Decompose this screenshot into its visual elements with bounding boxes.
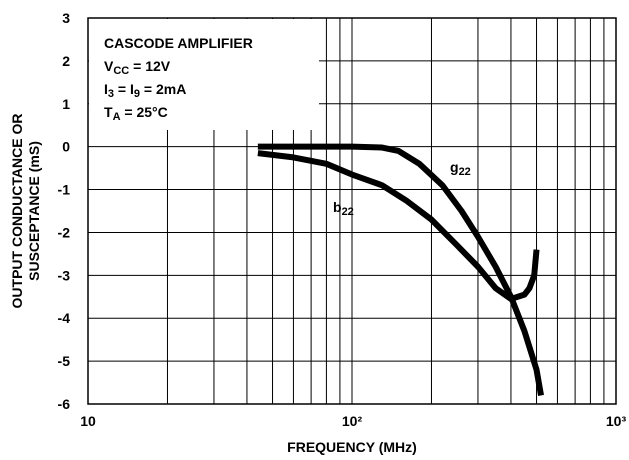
annotation: VCC = 12V (104, 58, 171, 77)
plot-frame (87, 17, 617, 405)
annotation: CASCODE AMPLIFIER (104, 35, 253, 51)
subscript: CC (113, 65, 129, 77)
x-tick-label: 10 (80, 413, 96, 429)
annotation-text: I (104, 81, 108, 97)
annotation-box (89, 19, 319, 130)
series-label: g22 (450, 159, 471, 178)
data-line (257, 143, 544, 396)
series-name: g (450, 159, 459, 175)
y-tick-label: 0 (62, 139, 70, 155)
y-axis-label: SUSCEPTANCE (mS) (26, 141, 42, 281)
subscript: 22 (459, 166, 471, 178)
annotation-text: T (104, 104, 113, 120)
y-tick-label: -4 (58, 310, 71, 326)
y-tick-label: -1 (58, 182, 71, 198)
annotation: TA = 25°C (104, 104, 168, 123)
data-line (257, 150, 540, 302)
annotation-text: = I (114, 81, 134, 97)
annotation-text: CASCODE AMPLIFIER (104, 35, 253, 51)
annotation-text: = 25°C (121, 104, 168, 120)
annotation-text: = 2mA (140, 81, 186, 97)
x-tick-label: 10³ (606, 413, 627, 429)
annotation: I3 = I9 = 2mA (104, 81, 186, 100)
series-label: b22 (333, 199, 354, 218)
subscript: A (113, 111, 121, 123)
y-tick-label: -6 (58, 396, 71, 412)
y-tick-label: 3 (62, 10, 70, 26)
y-axis-label: OUTPUT CONDUCTANCE OR (9, 114, 25, 309)
y-tick-label: -2 (58, 224, 71, 240)
x-axis-label: FREQUENCY (MHz) (287, 439, 417, 455)
x-tick-label: 10² (342, 413, 363, 429)
y-tick-label: -5 (58, 353, 71, 369)
annotation-text: = 12V (129, 58, 171, 74)
series-name: b (333, 199, 342, 215)
y-tick-label: 1 (62, 96, 70, 112)
subscript: 9 (134, 88, 140, 100)
y-tick-label: 2 (62, 53, 70, 69)
annotation-text: V (104, 58, 114, 74)
subscript: 3 (108, 88, 114, 100)
subscript: 22 (342, 206, 354, 218)
y-tick-label: -3 (58, 267, 71, 283)
